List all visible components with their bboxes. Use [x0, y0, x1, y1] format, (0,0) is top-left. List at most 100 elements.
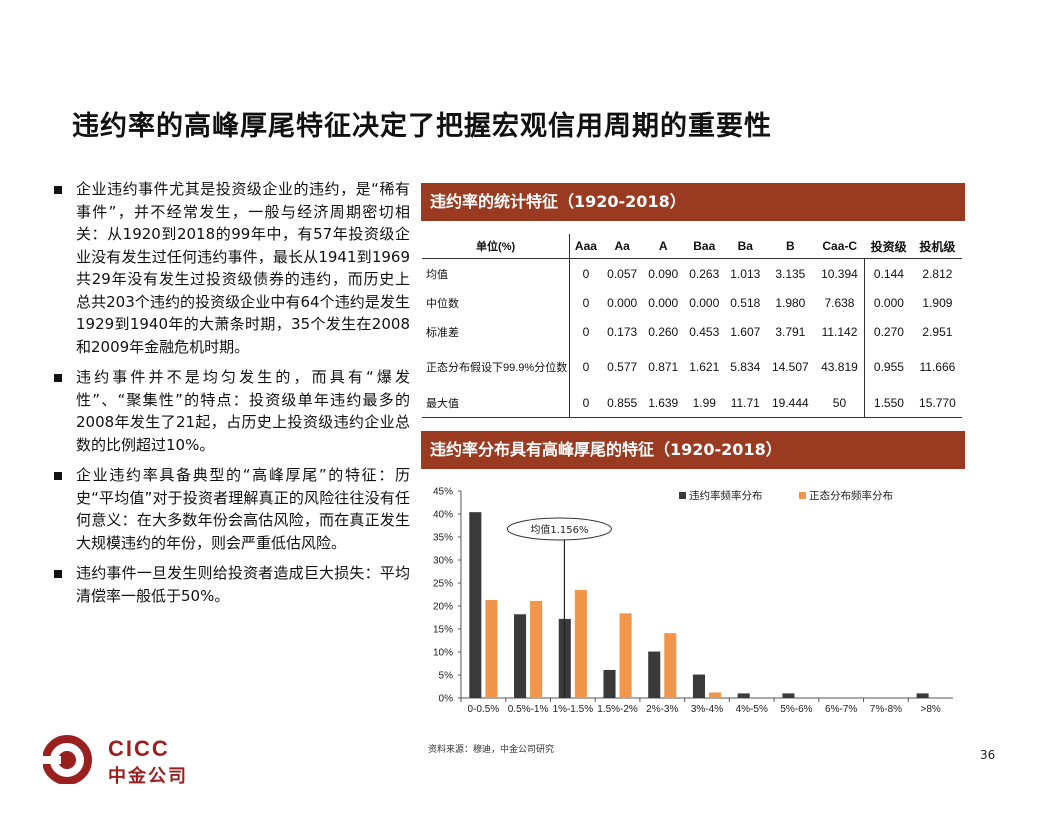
table-cell: 0: [582, 360, 590, 374]
row-label-cell: 标准差: [422, 317, 571, 346]
table-cell: 1.909: [922, 295, 953, 310]
y-tick-label: 15%: [433, 625, 453, 636]
bar-normal: [574, 589, 587, 698]
y-tick-label: 10%: [433, 648, 453, 659]
source-note: 资料来源：穆迪，中金公司研究: [428, 745, 555, 755]
x-tick-label: 5%-6%: [780, 704, 812, 715]
table-cell: 15.770: [912, 388, 962, 418]
page-title: 违约率的高峰厚尾特征决定了把握宏观信用周期的重要性: [72, 111, 772, 142]
x-tick-label: 2%-3%: [646, 704, 678, 715]
row-label-cell: 中位数: [422, 288, 571, 317]
table-header-cell: A: [642, 234, 684, 259]
y-tick-label: 45%: [433, 487, 453, 498]
row-label-cell: 均值: [422, 258, 571, 288]
bar-normal: [709, 692, 722, 698]
table-header-cell: 单位(%): [422, 234, 571, 259]
bullet-square-icon: [54, 570, 62, 578]
table-cell: 0.000: [873, 295, 904, 310]
mean-callout-bubble: [506, 517, 612, 541]
cicc-logo-icon: [43, 735, 92, 784]
table-cell: 50: [814, 388, 866, 418]
bullet-item: 企业违约事件尤其是投资级企业的违约，是“稀有事件”，并不经常发生，一般与经济周期…: [54, 178, 410, 358]
bullet-text: 企业违约率具备典型的“高峰厚尾”的特征：历史“平均值”对于投资者理解真正的风险往…: [76, 466, 410, 552]
page-number: 36: [980, 748, 996, 762]
table-cell: 1.550: [864, 388, 913, 418]
table-header-cell: 投机级: [912, 234, 962, 259]
bar-actual: [916, 693, 929, 698]
table-cell: 0.000: [607, 295, 638, 310]
x-tick-label: 0-0.5%: [468, 704, 500, 715]
bullet-square-icon: [54, 374, 62, 382]
table-cell: 1.607: [730, 324, 761, 339]
row-label-cell: 正态分布假设下99.9%分位数: [422, 346, 571, 388]
table-cell: 0.000: [648, 295, 679, 310]
table-cell: 1.99: [683, 388, 725, 418]
table-cell: 0.173: [607, 324, 638, 339]
y-tick-label: 5%: [439, 671, 454, 682]
bullet-text: 违约事件一旦发生则给投资者造成巨大损失：平均清偿率一般低于50%。: [76, 564, 410, 605]
table-cell: 14.507: [771, 360, 809, 374]
table-cell: 5.834: [730, 360, 761, 374]
bullet-item: 企业违约率具备典型的“高峰厚尾”的特征：历史“平均值”对于投资者理解真正的风险往…: [54, 464, 410, 554]
legend-swatch: [679, 492, 686, 499]
bar-actual: [603, 669, 616, 698]
x-tick-label: >8%: [920, 704, 940, 715]
bullet-item: 违约事件一旦发生则给投资者造成巨大损失：平均清偿率一般低于50%。: [54, 562, 410, 607]
table-cell: 19.444: [765, 388, 815, 418]
x-tick-label: 4%-5%: [736, 704, 768, 715]
table-cell: 0.057: [607, 266, 638, 281]
table-row: 最大值 0 0.855 1.639 1.99 11.71 19.444 50 1.550 15.7…: [422, 388, 962, 418]
table-cell: 1.980: [775, 295, 806, 310]
legend-swatch: [799, 492, 806, 499]
x-tick-label: 0.5%-1%: [508, 704, 549, 715]
bullet-item: 违约事件并不是均匀发生的，而具有“爆发性”、“聚集性”的特点：投资级单年违约最多…: [54, 366, 410, 456]
bar-normal: [619, 613, 632, 698]
table-cell: 0: [582, 295, 590, 310]
table-cell: 0.577: [607, 360, 638, 374]
legend-label: 正态分布频率分布: [809, 489, 893, 502]
stats-table: 单位(%) Aaa Aa A Baa Ba B Caa-C 投资级 投机级 均值…: [422, 234, 962, 418]
table-cell: 0.518: [730, 295, 761, 310]
y-tick-label: 25%: [433, 579, 453, 590]
row-label-cell: 最大值: [422, 388, 571, 418]
bar-actual: [737, 693, 750, 698]
bar-actual: [514, 614, 527, 698]
table-header-cell: Baa: [683, 234, 725, 259]
table-title-bar: 违约率的统计特征（1920-2018）: [421, 183, 965, 221]
table-row: 中位数 0 0.000 0.000 0.000 0.518 1.980 7.638 0.000 1…: [422, 288, 962, 317]
table-row: 均值 0 0.057 0.090 0.263 1.013 3.135 10.394 0.144 2…: [422, 258, 962, 288]
table-cell: 1.639: [642, 388, 684, 418]
bullet-text: 企业违约事件尤其是投资级企业的违约，是“稀有事件”，并不经常发生，一般与经济周期…: [76, 180, 410, 356]
y-tick-label: 35%: [433, 533, 453, 544]
y-tick-label: 0%: [439, 694, 454, 705]
table-cell: 0.855: [601, 388, 643, 418]
table-cell: 0.263: [689, 266, 720, 281]
table-header-row: 单位(%) Aaa Aa A Baa Ba B Caa-C 投资级 投机级: [422, 234, 962, 259]
table-cell: 0.955: [873, 360, 904, 374]
bar-actual: [469, 512, 482, 698]
table-cell: 2.812: [922, 266, 953, 281]
table-cell: 0: [582, 266, 590, 281]
table-cell: 0.090: [648, 266, 679, 281]
legend-label: 违约率频率分布: [689, 489, 763, 502]
mean-callout-label: 均值1.156%: [530, 523, 588, 536]
bar-normal: [664, 633, 677, 698]
table-header-cell: 投资级: [864, 234, 913, 259]
bullet-list: 企业违约事件尤其是投资级企业的违约，是“稀有事件”，并不经常发生，一般与经济周期…: [54, 178, 410, 615]
table-cell: 0: [582, 324, 590, 339]
table-cell: 0.453: [689, 324, 720, 339]
x-tick-label: 7%-8%: [870, 704, 902, 715]
y-tick-label: 40%: [433, 510, 453, 521]
bullet-square-icon: [54, 472, 62, 480]
chart-title-bar: 违约率分布具有高峰厚尾的特征（1920-2018）: [421, 431, 965, 469]
y-tick-label: 20%: [433, 602, 453, 613]
table-header-cell: Ba: [724, 234, 766, 259]
table-header-cell: Aa: [601, 234, 643, 259]
x-tick-label: 1.5%-2%: [597, 704, 638, 715]
table-cell: 43.819: [814, 346, 866, 388]
table-cell: 11.142: [814, 317, 866, 346]
table-header-cell: Aaa: [569, 234, 602, 259]
table-row: 标准差 0 0.173 0.260 0.453 1.607 3.791 11.142 0.270…: [422, 317, 962, 346]
bar-normal: [530, 600, 543, 698]
bar-actual: [782, 693, 795, 698]
